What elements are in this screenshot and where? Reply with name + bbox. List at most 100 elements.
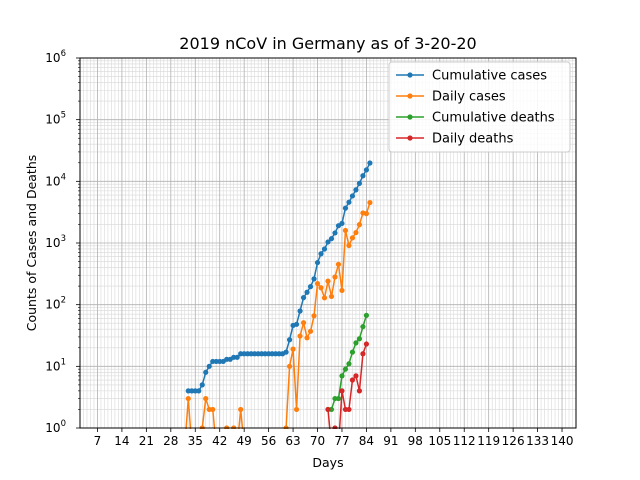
data-point (363, 167, 370, 173)
data-point (196, 388, 202, 394)
data-point (293, 321, 300, 327)
data-point (311, 313, 317, 319)
data-point (238, 406, 244, 413)
legend-swatch-marker (407, 114, 413, 120)
x-tick-label: 119 (477, 434, 500, 448)
x-tick-label: 105 (428, 434, 451, 448)
series-cumulative-deaths (325, 312, 370, 413)
data-point (300, 320, 307, 326)
data-point (210, 406, 216, 413)
data-point (353, 373, 359, 379)
data-point (346, 199, 352, 205)
series-daily-deaths (325, 341, 370, 429)
series-line (185, 202, 371, 429)
x-tick-label: 35 (188, 434, 203, 448)
data-point (304, 335, 310, 341)
legend-swatch-marker (407, 93, 413, 99)
data-point (342, 227, 349, 234)
y-axis-ticks: 100 101 102 103 104 105 106 (45, 49, 80, 435)
data-point (297, 308, 303, 314)
x-tick-label: 140 (551, 434, 574, 448)
data-point (290, 346, 296, 352)
data-point (346, 406, 352, 413)
legend-entry-label: Daily cases (432, 90, 506, 105)
x-tick-label: 70 (310, 434, 325, 448)
y-tick-label: 101 (45, 357, 66, 373)
data-point (353, 340, 359, 346)
data-point (363, 341, 370, 347)
x-tick-label: 56 (261, 434, 276, 448)
y-tick-label: 100 (45, 419, 66, 435)
data-point (349, 377, 356, 383)
x-tick-label: 49 (237, 434, 252, 448)
data-point (339, 220, 345, 227)
y-tick-label: 104 (45, 172, 66, 188)
data-point (363, 312, 370, 318)
data-point (297, 333, 303, 339)
y-axis-label: Counts of Cases and Deaths (24, 155, 39, 332)
data-point (356, 180, 363, 187)
data-point (311, 276, 317, 282)
data-point (325, 278, 331, 284)
data-point (286, 337, 293, 343)
x-axis-label: Days (312, 455, 343, 470)
y-tick-label: 105 (45, 111, 66, 127)
data-point (328, 293, 335, 300)
series-cumulative-cases (185, 160, 373, 394)
x-tick-label: 42 (212, 434, 227, 448)
data-point (335, 261, 342, 267)
legend-swatch-marker (407, 135, 413, 141)
data-point (349, 235, 356, 241)
data-point (367, 199, 373, 206)
legend-entry-label: Cumulative cases (432, 69, 547, 84)
data-point (356, 222, 363, 228)
series-layer (185, 160, 373, 429)
data-point (349, 193, 356, 199)
x-tick-label: 112 (453, 434, 476, 448)
data-point (206, 363, 212, 369)
y-tick-label: 102 (45, 296, 66, 312)
x-tick-label: 98 (408, 434, 423, 448)
y-tick-label: 103 (45, 234, 66, 250)
data-point (328, 236, 335, 242)
x-tick-label: 14 (114, 434, 129, 448)
x-tick-label: 28 (163, 434, 178, 448)
data-point (286, 363, 293, 369)
data-point (304, 289, 310, 295)
data-point (342, 366, 349, 372)
data-point (342, 205, 349, 211)
data-point (360, 173, 366, 179)
data-point (314, 259, 321, 266)
y-tick-label: 106 (45, 49, 66, 65)
data-point (199, 382, 205, 388)
data-point (346, 361, 352, 367)
data-point (203, 369, 209, 375)
data-point (307, 284, 314, 290)
legend-swatch-marker (407, 72, 413, 78)
data-point (321, 246, 328, 252)
data-point (185, 395, 191, 402)
data-point (283, 349, 289, 355)
x-tick-label: 21 (139, 434, 154, 448)
series-daily-cases (185, 199, 373, 429)
data-point (363, 211, 370, 217)
data-point (325, 406, 331, 413)
x-tick-label: 84 (359, 434, 374, 448)
x-tick-label: 133 (526, 434, 549, 448)
data-point (234, 354, 240, 360)
data-point (367, 160, 373, 166)
data-point (339, 388, 345, 394)
data-point (314, 280, 321, 287)
data-point (353, 229, 359, 236)
legend-entry-label: Daily deaths (432, 132, 514, 147)
data-point (293, 406, 300, 413)
data-point (356, 336, 363, 342)
data-point (349, 349, 356, 355)
data-point (346, 242, 352, 249)
legend-entry-label: Cumulative deaths (432, 111, 555, 126)
data-point (307, 328, 314, 334)
data-point (318, 251, 324, 257)
data-point (360, 324, 366, 330)
data-point (353, 187, 359, 193)
